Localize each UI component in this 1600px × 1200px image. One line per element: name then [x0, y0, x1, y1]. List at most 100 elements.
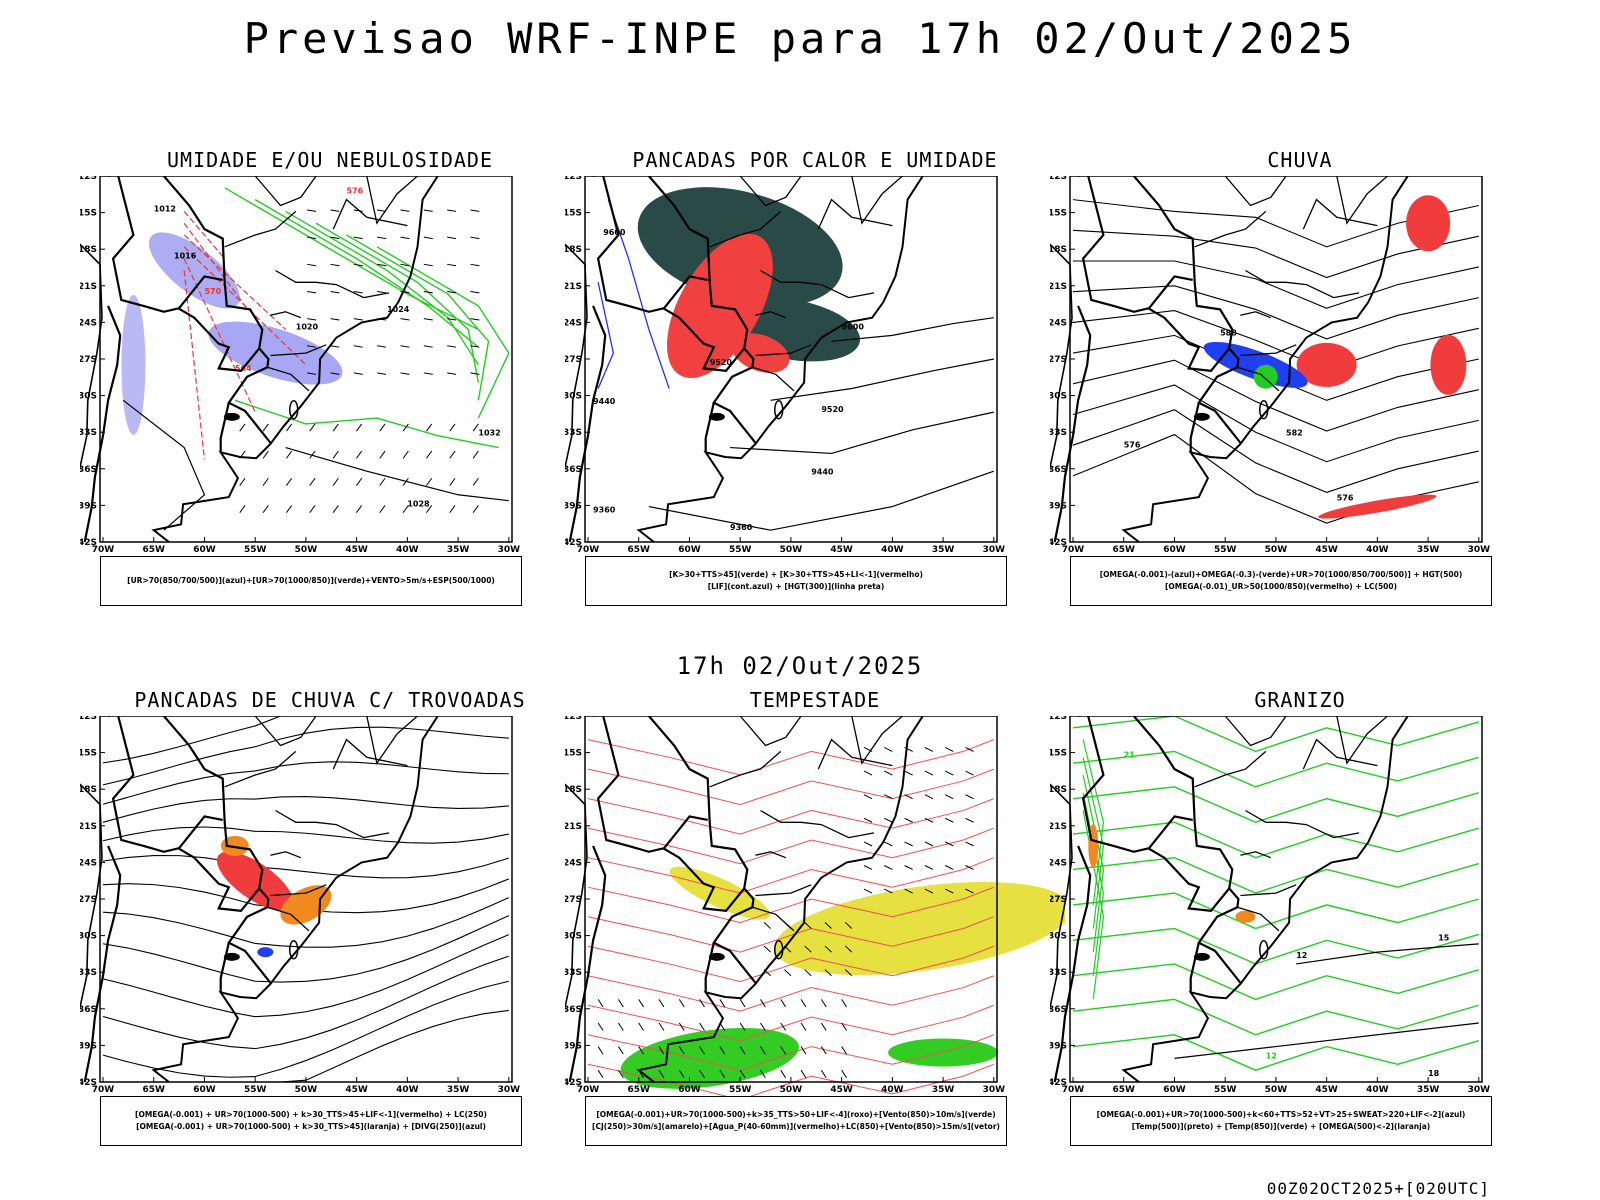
- wind-vector: [307, 372, 317, 375]
- state-border: [332, 738, 408, 770]
- lon-tick-label: 30W: [1468, 545, 1491, 555]
- lat-tick-label: 24S: [80, 318, 97, 328]
- wind-vector: [356, 450, 363, 459]
- height-label: 9440: [811, 468, 834, 477]
- wind-vector: [330, 345, 340, 348]
- lagoa-patos: [773, 940, 784, 960]
- lat-tick-label: 18S: [1050, 245, 1067, 255]
- map-base: [80, 716, 440, 1083]
- country-border: [662, 307, 746, 372]
- lat-tick-label: 33S: [565, 968, 582, 978]
- lon-tick-label: 70W: [92, 545, 115, 555]
- lat-tick-label: 15S: [1050, 209, 1067, 219]
- temp-label: 21: [1124, 750, 1136, 759]
- wind-vector: [400, 345, 410, 348]
- wind-vector: [678, 1069, 685, 1079]
- wind-vector: [377, 290, 387, 294]
- wind-vector: [423, 209, 433, 212]
- country-border: [177, 307, 261, 372]
- wind-vector: [638, 999, 645, 1008]
- lat-tick-label: 42S: [565, 1078, 582, 1088]
- wind-vector: [379, 477, 386, 486]
- wind-vector: [863, 865, 873, 870]
- state-border: [1224, 716, 1287, 747]
- state-border: [755, 851, 787, 859]
- wind-vector: [426, 423, 433, 432]
- geopotential-contour: [1072, 409, 1479, 493]
- wind-vector: [844, 945, 853, 953]
- temp-label: 18: [1428, 1069, 1440, 1078]
- lagoa-patos: [288, 400, 299, 420]
- streamline: [102, 955, 510, 1050]
- lat-tick-label: 30S: [80, 392, 97, 402]
- wind-vector: [377, 263, 387, 267]
- country-border: [704, 402, 715, 453]
- wind-vector: [379, 450, 386, 459]
- panel-granizo: GRANIZO 12 15 21 12 18 12S 15S 18S 21S 24S 27S 30S 3…: [1050, 688, 1550, 1168]
- wind-vector: [400, 372, 410, 375]
- streamline: [103, 1009, 509, 1083]
- temp850-contour: [1072, 927, 1480, 965]
- wind-vector: [472, 505, 479, 513]
- country-border: [1189, 942, 1200, 993]
- lon-tick-label: 55W: [244, 545, 267, 555]
- map-base: [565, 716, 925, 1083]
- wind-vector: [449, 477, 456, 486]
- wind-vector: [965, 770, 974, 776]
- low-humidity-contour: [254, 199, 479, 348]
- lon-tick-label: 35W: [447, 545, 470, 555]
- height-label: 9600: [603, 228, 626, 237]
- wind-vector: [402, 450, 409, 459]
- wind-vector: [904, 888, 913, 894]
- wind-vector: [423, 318, 433, 321]
- wind-vector: [904, 865, 913, 870]
- thickness-label: 570: [204, 287, 221, 296]
- lon-tick-label: 40W: [396, 545, 419, 555]
- lon-tick-label: 40W: [1366, 1085, 1389, 1095]
- wind-vector: [739, 1022, 746, 1031]
- state-border: [1237, 906, 1280, 932]
- legend-line: [CJ(250)>30m/s](amarelo)+[Agua_P(40-60mm…: [592, 1122, 1000, 1131]
- rain-green-area: [1253, 364, 1278, 389]
- wind-vector: [423, 236, 433, 240]
- wind-vector: [841, 999, 847, 1008]
- wind-vector: [449, 423, 456, 432]
- wind-vector: [400, 236, 410, 240]
- wind-vector: [353, 263, 363, 267]
- wind-vector: [824, 921, 832, 929]
- map-pancadas-calor: 9600 9520 9440 9360 9600 9520 9440 9360 12S 15S 18…: [565, 176, 1005, 555]
- lat-tick-label: 12S: [80, 176, 97, 182]
- state-border: [755, 344, 812, 357]
- east-coastline: [636, 176, 925, 543]
- state-border: [752, 366, 795, 392]
- lon-tick-label: 70W: [577, 545, 600, 555]
- wind-vector: [784, 969, 792, 977]
- lon-tick-label: 30W: [498, 545, 521, 555]
- lagoa-patos: [773, 400, 784, 420]
- wind-vector: [678, 999, 685, 1008]
- lat-tick-label: 21S: [565, 282, 582, 292]
- wind-vector: [239, 423, 246, 432]
- panel-title: CHUVA: [1267, 148, 1333, 172]
- state-border: [275, 269, 390, 299]
- wind-vector: [904, 841, 913, 847]
- height-label: 9360: [593, 505, 616, 514]
- wind-vector: [286, 477, 293, 486]
- wind-vector: [719, 999, 726, 1008]
- streamline: [102, 716, 509, 764]
- east-coastline: [151, 716, 440, 1083]
- lon-tick-label: 60W: [678, 545, 701, 555]
- lat-tick-label: 39S: [80, 501, 97, 511]
- lat-tick-label: 36S: [565, 1005, 582, 1015]
- wind-vector: [944, 865, 954, 870]
- lat-tick-label: 30S: [565, 932, 582, 942]
- temp850-contour: [1072, 1034, 1480, 1071]
- country-border: [108, 716, 273, 985]
- country-border: [1147, 307, 1231, 372]
- lon-tick-label: 35W: [447, 1085, 470, 1095]
- lat-tick-label: 21S: [565, 822, 582, 832]
- lat-tick-label: 36S: [80, 465, 97, 475]
- low-humidity-contour: [315, 222, 480, 383]
- lagoa-mirim: [708, 952, 725, 961]
- storm-orange-area: [220, 835, 249, 856]
